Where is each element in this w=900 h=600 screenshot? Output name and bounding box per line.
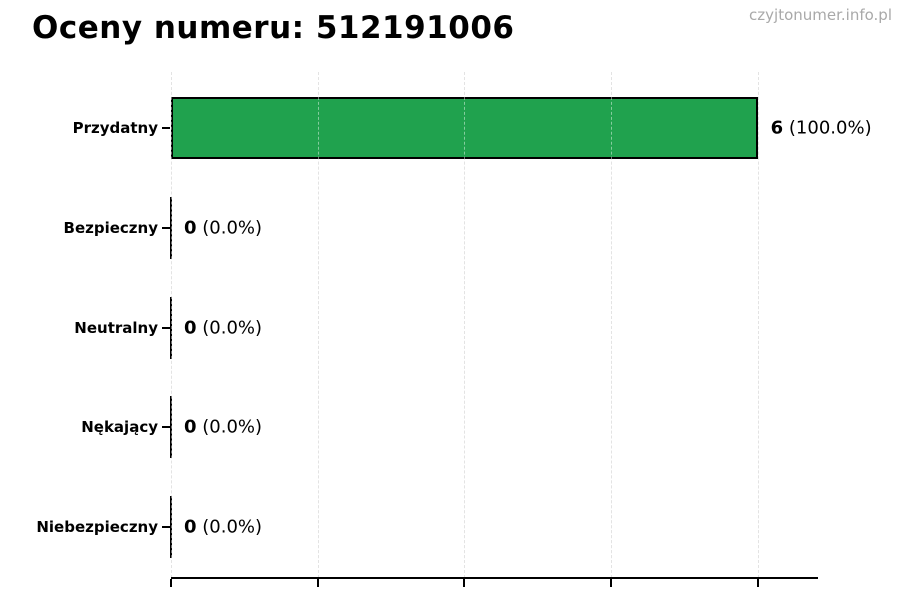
bar-zero <box>170 496 172 558</box>
bar-percent: (100.0%) <box>783 117 872 139</box>
x-axis-line <box>171 577 818 579</box>
gridline-highlight <box>464 72 466 578</box>
gridline <box>611 72 612 578</box>
gridline <box>464 72 466 578</box>
x-axis-tick <box>463 579 466 587</box>
category-tick <box>162 226 170 229</box>
bar <box>171 97 758 159</box>
bar-count: 0 <box>184 217 197 239</box>
bar-count: 0 <box>184 416 197 438</box>
bar-count: 0 <box>184 317 197 338</box>
bar-count: 6 <box>770 117 784 139</box>
category-label: Neutralny <box>74 318 158 337</box>
category-tick <box>162 526 170 528</box>
category-label: Przydatny <box>72 119 158 137</box>
gridline-highlight <box>317 72 319 578</box>
x-axis-tick <box>756 579 759 587</box>
bar-value-label: 0 (0.0%) <box>184 217 262 238</box>
bar-zero <box>170 396 172 459</box>
bar-percent: (0.0%) <box>196 516 263 538</box>
category-label: Nękający <box>81 418 158 437</box>
category-label: Bezpieczny <box>63 218 158 237</box>
bar-zero <box>170 196 172 259</box>
bar-percent: (0.0%) <box>196 217 263 239</box>
bar-value-label: 0 (0.0%) <box>184 417 262 438</box>
bar-zero <box>170 296 172 359</box>
gridline-highlight <box>757 72 759 578</box>
bar-percent: (0.0%) <box>196 416 263 438</box>
x-axis-tick <box>170 579 172 587</box>
x-axis-tick <box>610 579 612 587</box>
gridline-highlight <box>611 72 612 578</box>
chart-title: Oceny numeru: 512191006 <box>32 10 515 46</box>
bar-count: 0 <box>184 516 197 538</box>
gridline <box>317 72 319 578</box>
x-axis-tick <box>316 579 319 587</box>
gridline-highlight <box>171 72 172 578</box>
bar-value-label: 6 (100.0%) <box>771 118 872 139</box>
category-tick <box>162 426 170 429</box>
bar-value-label: 0 (0.0%) <box>184 517 262 538</box>
category-tick <box>162 127 170 129</box>
bar-value-label: 0 (0.0%) <box>184 317 262 338</box>
bar-percent: (0.0%) <box>196 317 263 338</box>
gridline <box>757 72 759 578</box>
category-label: Niebezpieczny <box>36 518 158 536</box>
watermark: czyjtonumer.info.pl <box>749 6 892 24</box>
category-tick <box>162 326 170 329</box>
